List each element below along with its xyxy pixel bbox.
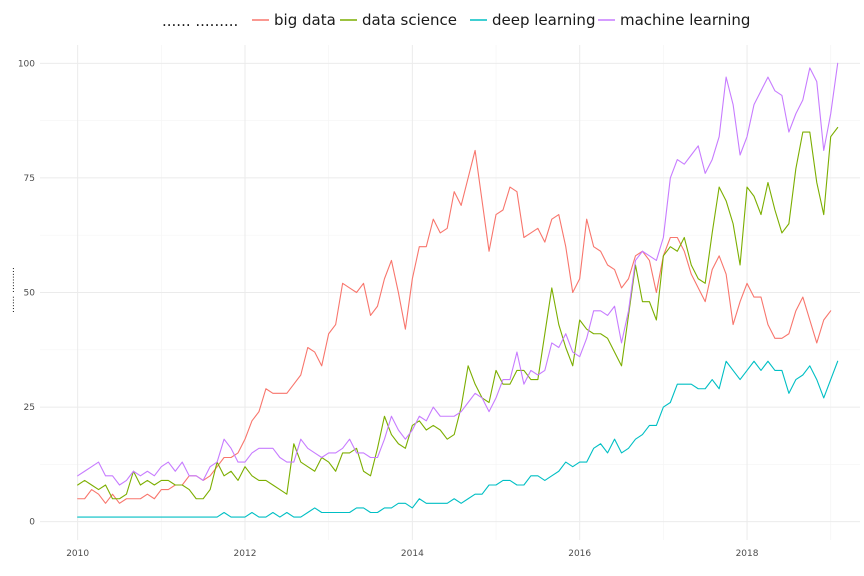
series-line-big-data — [77, 149, 832, 504]
x-tick-label: 2018 — [736, 549, 759, 559]
x-tick-label: 2014 — [401, 549, 424, 559]
legend: ...... ......... big data data science dee… — [162, 11, 750, 30]
x-axis-tick-labels: 2010 2012 2014 2016 2018 — [66, 549, 759, 559]
x-tick-label: 2016 — [568, 549, 591, 559]
y-tick-label: 0 — [29, 518, 35, 528]
y-tick-label: 50 — [24, 289, 36, 299]
series-lines — [77, 62, 839, 518]
y-axis-title: ...... ......... — [7, 267, 17, 313]
major-gridlines — [40, 45, 860, 540]
series-line-deep-learning — [77, 360, 839, 518]
legend-label-machine-learning: machine learning — [620, 11, 750, 29]
legend-label-data-science: data science — [362, 11, 457, 29]
series-line-machine-learning — [77, 62, 839, 486]
x-tick-label: 2012 — [234, 549, 257, 559]
legend-title: ...... ......... — [162, 12, 238, 30]
series-line-data-science — [77, 126, 839, 500]
y-tick-label: 100 — [18, 59, 35, 69]
y-axis-tick-labels: 0 25 50 75 100 — [18, 59, 35, 527]
y-tick-label: 25 — [24, 403, 35, 413]
legend-label-big-data: big data — [274, 11, 336, 29]
y-tick-label: 75 — [24, 174, 35, 184]
x-tick-label: 2010 — [66, 549, 89, 559]
legend-label-deep-learning: deep learning — [492, 11, 595, 29]
